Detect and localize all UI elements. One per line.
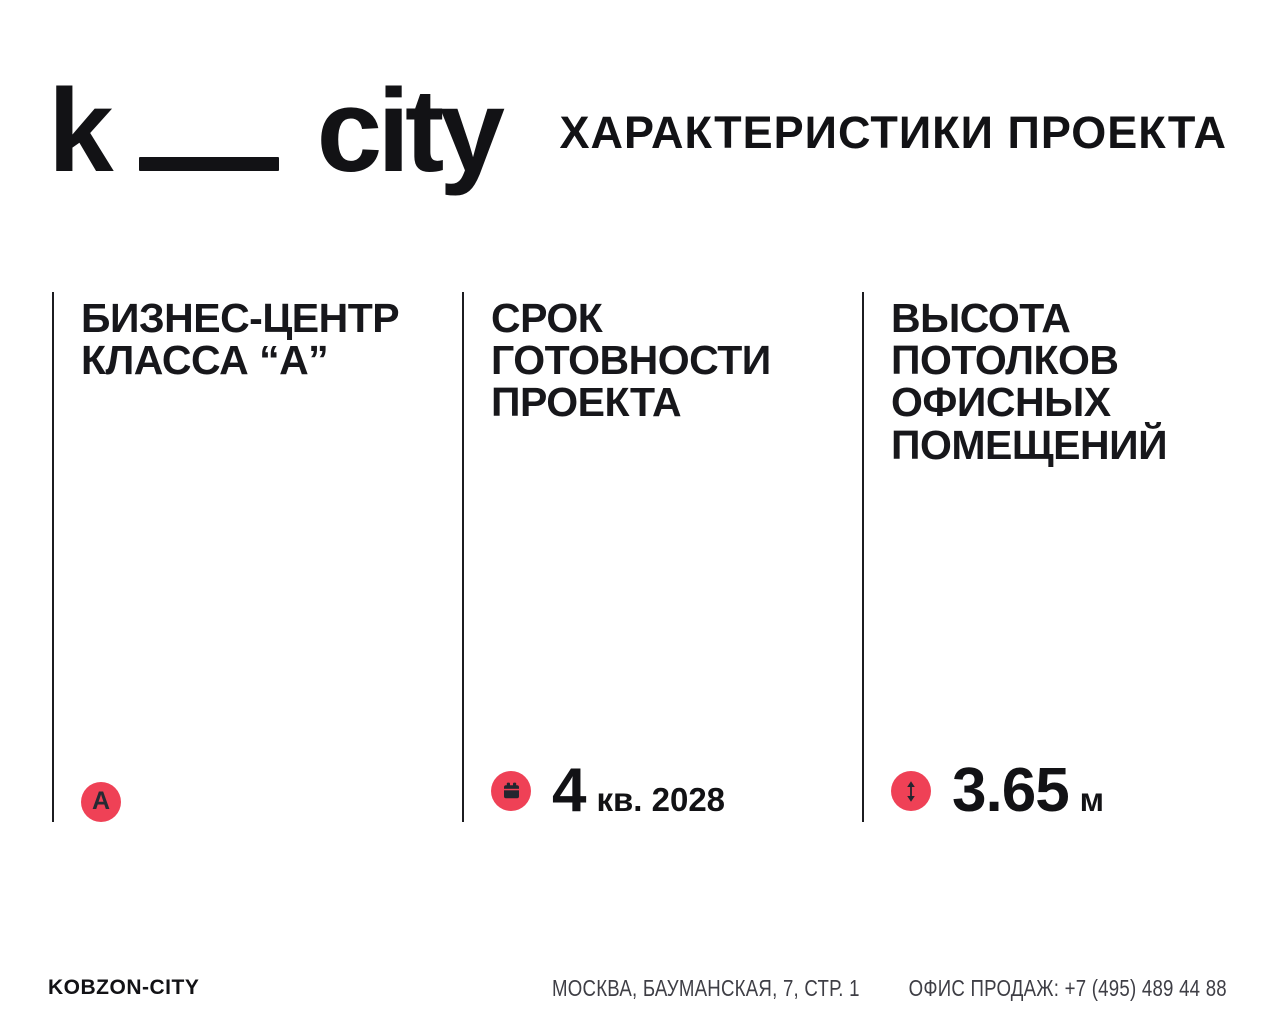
class-a-badge: А bbox=[81, 782, 121, 822]
ceiling-unit: м bbox=[1079, 781, 1105, 818]
ceiling-value-group: 3.65 м bbox=[952, 760, 1104, 822]
feature-badge-row-ceiling: 3.65 м bbox=[891, 760, 1230, 822]
feature-title-class: БИЗНЕС-ЦЕНТР КЛАССА “А” bbox=[81, 295, 400, 384]
calendar-icon bbox=[501, 781, 522, 802]
ceiling-height: 3.65 bbox=[952, 756, 1070, 825]
brand-logo: k city bbox=[48, 62, 505, 201]
logo-letter-k: k bbox=[48, 65, 114, 197]
feature-badge-row-completion: 4 кв. 2028 bbox=[491, 760, 844, 822]
footer-address: МОСКВА, БАУМАНСКАЯ, 7, СТР. 1 bbox=[552, 975, 860, 1001]
calendar-badge bbox=[491, 771, 531, 811]
logo-dash bbox=[138, 157, 279, 171]
class-a-letter: А bbox=[91, 786, 111, 815]
logo-word-city: city bbox=[316, 65, 505, 197]
feature-column-completion: СРОК ГОТОВНОСТИ ПРОЕКТА 4 кв. 2028 bbox=[462, 292, 844, 822]
feature-badge-row-class: А bbox=[81, 782, 444, 822]
footer-brand: KOBZON-CITY bbox=[48, 976, 200, 999]
footer-sales-phone: ОФИС ПРОДАЖ: +7 (495) 489 44 88 bbox=[908, 975, 1227, 1001]
completion-unit: кв. 2028 bbox=[596, 781, 726, 818]
height-arrows-icon bbox=[901, 780, 921, 803]
completion-value-group: 4 кв. 2028 bbox=[552, 760, 725, 822]
height-badge bbox=[891, 771, 931, 811]
feature-column-ceiling: ВЫСОТА ПОТОЛКОВ ОФИСНЫХ ПОМЕЩЕНИЙ 3.65 м bbox=[862, 292, 1230, 822]
completion-quarter: 4 bbox=[552, 756, 586, 825]
feature-column-class: БИЗНЕС-ЦЕНТР КЛАССА “А” А bbox=[52, 292, 444, 822]
page-title: ХАРАКТЕРИСТИКИ ПРОЕКТА bbox=[559, 107, 1227, 158]
feature-title-completion: СРОК ГОТОВНОСТИ ПРОЕКТА bbox=[491, 295, 771, 426]
feature-title-ceiling: ВЫСОТА ПОТОЛКОВ ОФИСНЫХ ПОМЕЩЕНИЙ bbox=[891, 295, 1168, 468]
